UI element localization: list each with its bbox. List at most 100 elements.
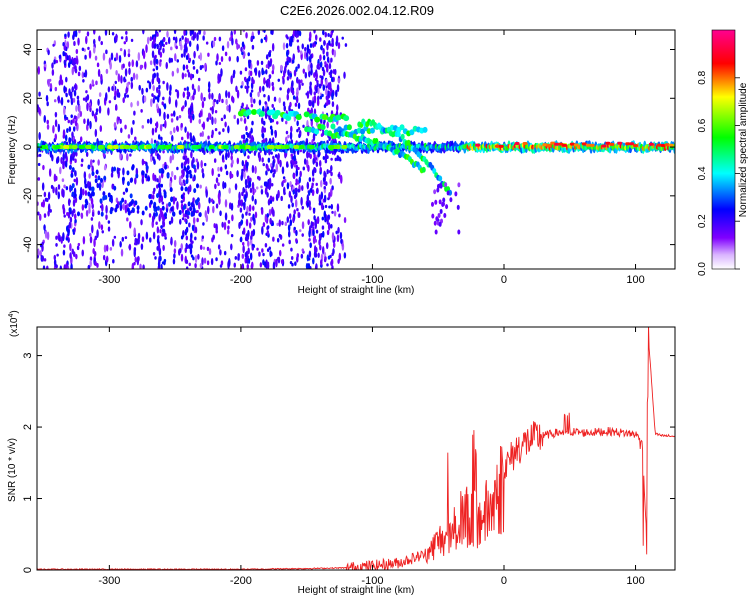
spectrogram-cell [184,186,188,192]
spectrogram-cell [306,202,310,208]
spectrogram-cell [334,157,338,162]
spectrogram-cell [160,209,163,218]
spectrogram-cell [250,216,253,222]
spectrogram-cell [186,37,190,44]
spectrogram-cell [169,155,172,164]
spectrogram-cell [328,40,331,46]
spectrogram-cell [75,176,79,186]
spectrogram-cell [149,36,153,42]
spectrogram-cell [157,260,161,269]
spectrogram-cell [311,100,315,108]
spectrogram-cell [154,211,158,217]
spectrogram-cell [258,110,265,117]
spectrogram-cell [127,48,131,54]
snr-marks [37,327,675,570]
spectrogram-cell [107,220,111,224]
spectrogram-cell [54,111,58,118]
spectrogram-cell [295,178,298,183]
spectrogram-cell [302,166,306,171]
spectrogram-cell [201,257,204,266]
spectrogram-cell [188,40,192,47]
spectrogram-cell [180,182,183,187]
spectrogram-cell [303,111,310,118]
spectrogram-cell [184,126,187,133]
spectrogram-cell [262,162,266,167]
spectrogram-cell [223,182,227,189]
spectrogram-cell [195,158,199,163]
spectrogram-x-axis-label: Height of straight line (km) [298,285,415,296]
spectrogram-cell [160,136,163,141]
spectrogram-cell [326,56,330,63]
spectrogram-cell [133,227,136,236]
spectrogram-cell [241,230,245,235]
spectrogram-cell [91,79,95,86]
spectrogram-cell [149,156,153,163]
spectrogram-cell [258,251,261,257]
spectrogram-cell [308,99,311,107]
spectrogram-cell [554,142,560,146]
spectrogram-cell [330,76,334,83]
spectrogram-cell [65,262,68,269]
spectrogram-cell [97,175,101,181]
spectrogram-cell [65,92,68,98]
spectrogram-cell [89,120,92,130]
spectrogram-cell [167,36,171,45]
spectrogram-cell [315,246,318,253]
spectrogram-cell [329,69,333,75]
spectrogram-y-tick-label: 0 [22,144,34,150]
spectrogram-cell [120,248,124,257]
spectrogram-cell [53,173,57,183]
spectrogram-cell [51,68,55,76]
spectrogram-cell [312,177,315,182]
spectrogram-cell [163,103,167,110]
spectrogram-cell [129,221,132,229]
spectrogram-cell [330,223,333,229]
spectrogram-cell [85,145,92,150]
spectrogram-cell [168,57,172,64]
spectrogram-x-tick-label: 100 [626,274,644,286]
spectrogram-cell [93,30,96,35]
spectrogram-cell [182,213,186,218]
spectrogram-cell [321,93,324,98]
spectrogram-cell [320,191,324,200]
spectrogram-cell [218,196,221,205]
spectrogram-cell [183,87,187,91]
spectrogram-cell [85,35,88,45]
snr-y-tick-label: 2 [22,424,34,430]
spectrogram-cell [225,151,228,161]
spectrogram-cell [68,126,72,132]
spectrogram-cell [156,72,159,78]
spectrogram-cell [190,151,193,159]
spectrogram-cell [244,145,251,150]
spectrogram-cell [156,33,159,37]
spectrogram-marks [37,30,675,269]
spectrogram-cell [227,151,230,159]
spectrogram-cell [76,95,80,100]
spectrogram-cell [84,54,87,60]
spectrogram-cell [256,247,259,251]
spectrogram-cell [172,196,176,205]
spectrogram-cell [297,126,301,131]
spectrogram-cell [324,172,327,178]
spectrogram-cell [221,98,224,104]
spectrogram-cell [329,34,333,38]
spectrogram-cell [136,100,140,107]
spectrogram-cell [82,236,86,245]
spectrogram-cell [113,235,117,239]
spectrogram-cell [38,107,41,115]
spectrogram-cell [217,173,221,178]
spectrogram-cell [43,191,47,198]
spectrogram-cell [273,169,276,175]
spectrogram-cell [286,93,290,101]
spectrogram-cell [228,187,231,194]
spectrogram-cell [141,158,145,166]
spectrogram-cell [129,193,133,199]
spectrogram-cell [158,108,162,117]
colorbar-tick-label: 0.4 [697,166,708,180]
spectrogram-cell [53,259,57,266]
spectrogram-cell [251,44,255,50]
spectrogram-cell [37,211,40,216]
spectrogram-cell [226,229,230,235]
spectrogram-cell [237,253,240,259]
spectrogram-cell [400,133,405,140]
